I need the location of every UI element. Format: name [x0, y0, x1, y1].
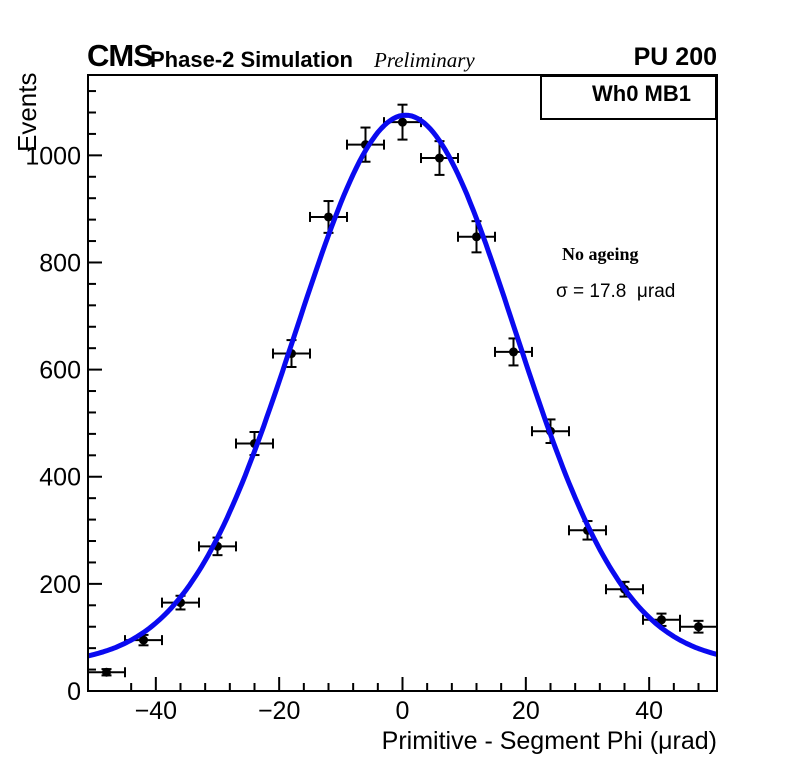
y-tick-label: 600 — [39, 357, 81, 385]
y-tick-label: 800 — [39, 249, 81, 277]
ageing-annotation: No ageing — [562, 244, 639, 264]
x-axis-title: Primitive - Segment Phi (μrad) — [381, 727, 717, 755]
x-tick-label: −20 — [258, 697, 300, 725]
fit-curve — [87, 112, 718, 659]
y-tick-label: 0 — [67, 678, 81, 706]
y-tick-label: 1000 — [25, 142, 81, 170]
data-point-marker — [324, 212, 333, 222]
pileup-label: PU 200 — [633, 43, 717, 71]
data-point-marker — [509, 347, 518, 357]
x-tick-label: 0 — [396, 697, 410, 725]
data-point-marker — [472, 232, 481, 242]
y-axis-title: Events — [12, 72, 42, 153]
data-point-marker — [139, 635, 148, 645]
legend-entry-label: Wh0 MB1 — [592, 81, 691, 106]
y-tick-label: 200 — [39, 571, 81, 599]
x-tick-label: 20 — [512, 697, 540, 725]
data-point-marker — [694, 622, 703, 632]
y-tick-label: 400 — [39, 464, 81, 492]
data-point-marker — [435, 153, 444, 163]
x-tick-label: −40 — [135, 697, 177, 725]
data-point-marker — [102, 667, 111, 677]
x-tick-label: 40 — [635, 697, 663, 725]
sigma-annotation: σ = 17.8 μrad — [556, 281, 676, 302]
cms-logo-label: CMS — [87, 38, 154, 73]
preliminary-label: Preliminary — [374, 48, 475, 72]
legend-box: Wh0 MB1 — [540, 75, 717, 120]
data-point-marker — [657, 615, 666, 625]
data-point-marker — [398, 117, 407, 127]
phase2-simulation-label: Phase-2 Simulation — [150, 47, 353, 72]
